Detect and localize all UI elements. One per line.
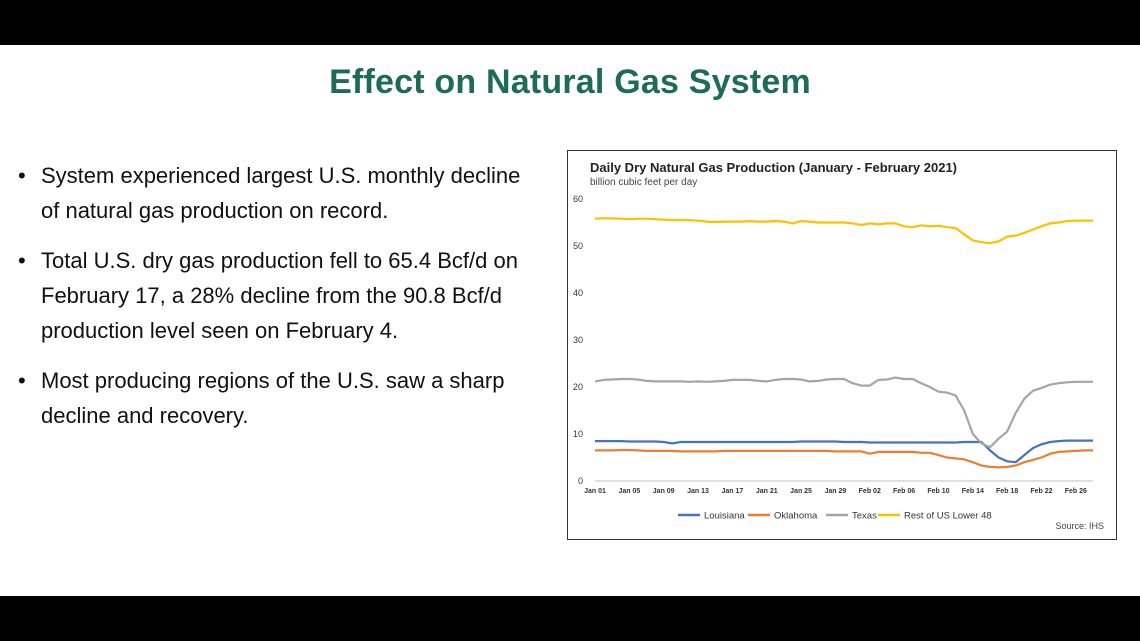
line-chart: 0 10 20 30 40 50 60 Jan 01 Jan 05 Jan 09 Jan 13 Jan… <box>573 194 1093 522</box>
legend-label: Oklahoma <box>774 511 818 522</box>
legend-label: Louisiana <box>704 511 745 522</box>
x-tick-label: Feb 26 <box>1065 488 1087 495</box>
x-tick-label: Jan 21 <box>756 488 778 495</box>
x-tick-label: Feb 14 <box>962 488 984 495</box>
x-tick-label: Feb 18 <box>996 488 1018 495</box>
slide: Effect on Natural Gas System • System ex… <box>0 45 1140 596</box>
bullet-list: • System experienced largest U.S. monthl… <box>18 158 538 448</box>
bullet-text: Most producing regions of the U.S. saw a… <box>41 368 505 428</box>
bullet-item: • Most producing regions of the U.S. saw… <box>18 363 538 433</box>
y-tick-label: 10 <box>573 429 583 439</box>
x-tick-label: Jan 09 <box>653 488 675 495</box>
slide-title: Effect on Natural Gas System <box>329 63 811 101</box>
y-tick-label: 60 <box>573 194 583 204</box>
bullet-item: • Total U.S. dry gas production fell to … <box>18 243 538 348</box>
letterbox-bottom <box>0 596 1140 641</box>
series-line-texas <box>594 376 1093 449</box>
letterbox-top <box>0 0 1140 45</box>
x-tick-label: Jan 01 <box>584 488 606 495</box>
x-tick-label: Feb 06 <box>893 488 915 495</box>
y-tick-label: 50 <box>573 241 583 251</box>
x-tick-label: Feb 22 <box>1030 488 1052 495</box>
legend-label: Rest of US Lower 48 <box>904 511 992 522</box>
series-line-rest-of-us-lower-48 <box>594 217 1093 245</box>
x-tick-label: Jan 25 <box>790 488 812 495</box>
x-tick-label: Jan 29 <box>825 488 847 495</box>
y-tick-label: 30 <box>573 335 583 345</box>
x-tick-label: Feb 02 <box>859 488 881 495</box>
bullet-glyph: • <box>18 248 26 273</box>
y-tick-label: 0 <box>578 476 583 486</box>
y-tick-label: 40 <box>573 288 583 298</box>
x-tick-label: Jan 05 <box>618 488 640 495</box>
chart-subtitle: billion cubic feet per day <box>590 177 698 188</box>
chart-panel: Daily Dry Natural Gas Production (Januar… <box>567 150 1117 540</box>
series-line-oklahoma <box>595 448 1093 469</box>
x-tick-label: Feb 10 <box>927 488 949 495</box>
x-tick-label: Jan 13 <box>687 488 709 495</box>
bullet-item: • System experienced largest U.S. monthl… <box>18 158 538 228</box>
chart-source: Source: IHS <box>1055 521 1104 531</box>
x-tick-label: Jan 17 <box>721 488 743 495</box>
bullet-glyph: • <box>18 163 26 188</box>
bullet-glyph: • <box>18 368 26 393</box>
chart-title: Daily Dry Natural Gas Production (Januar… <box>590 160 958 175</box>
bullet-text: System experienced largest U.S. monthly … <box>41 163 521 223</box>
legend-label: Texas <box>852 511 877 522</box>
y-tick-label: 20 <box>573 382 583 392</box>
bullet-text: Total U.S. dry gas production fell to 65… <box>41 248 518 343</box>
series-line-louisiana <box>595 439 1093 464</box>
